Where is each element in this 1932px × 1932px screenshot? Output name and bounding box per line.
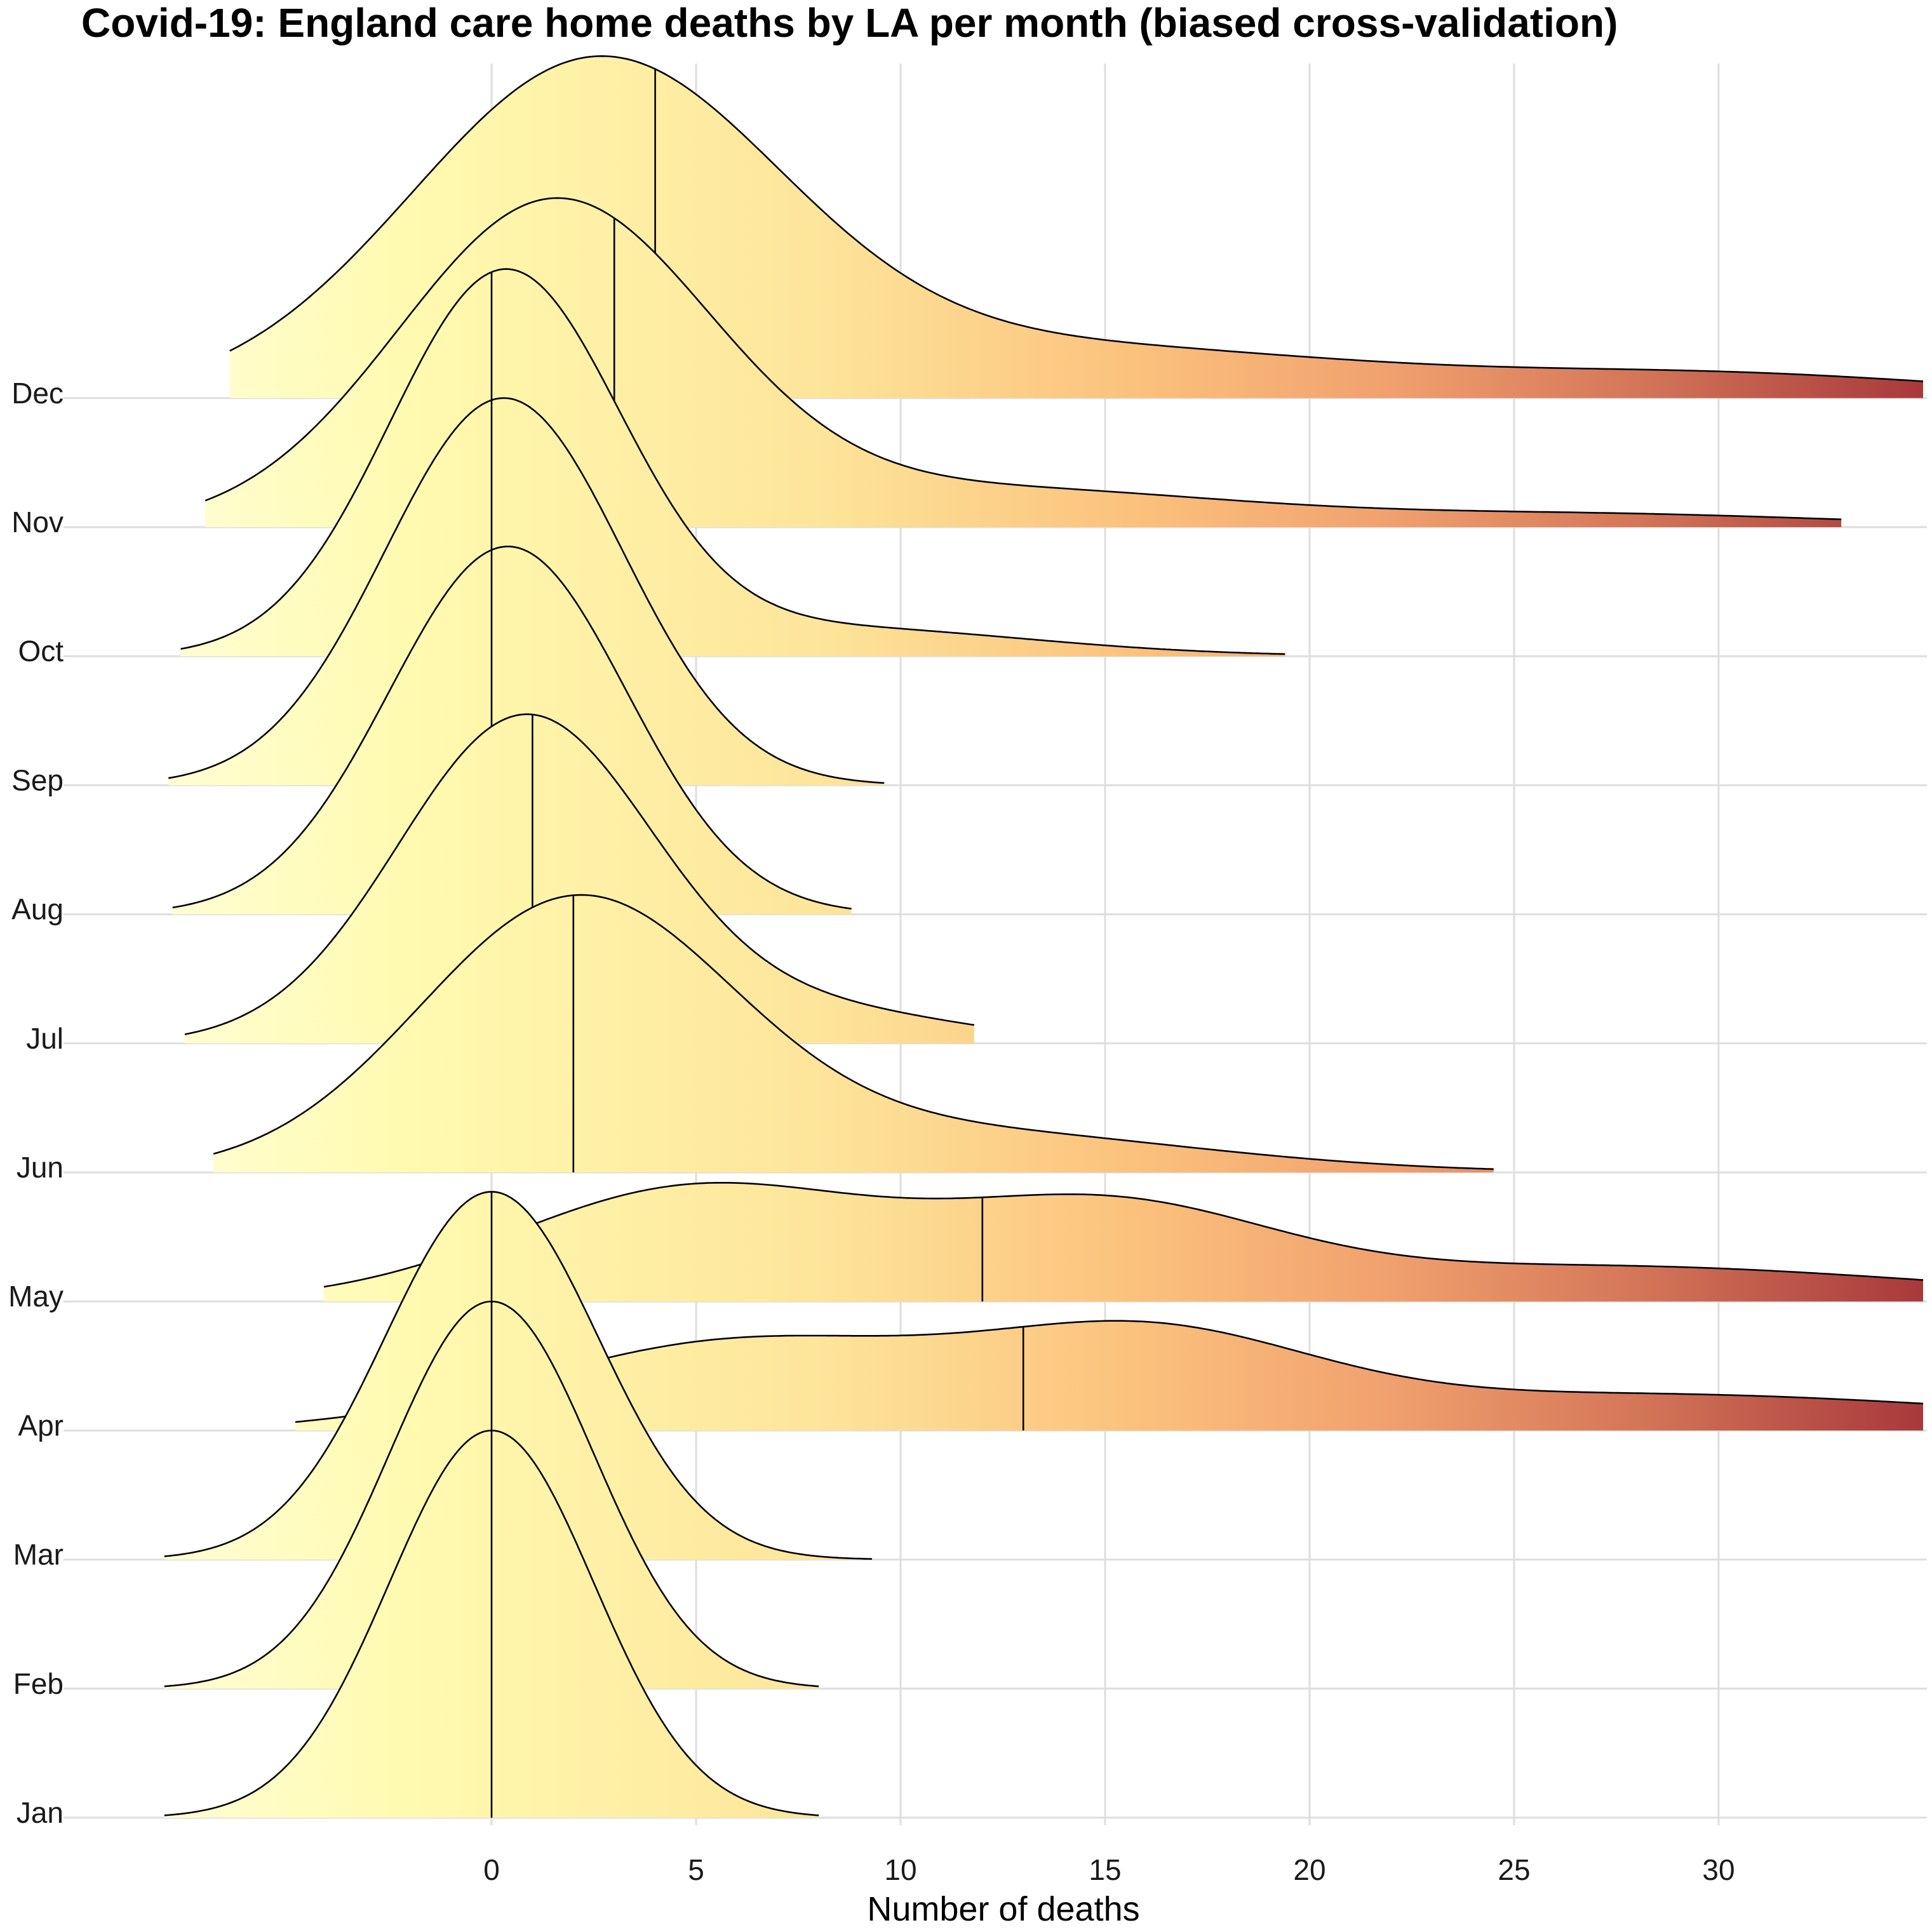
- x-tick-10: 10: [884, 1853, 916, 1886]
- y-tick-feb: Feb: [13, 1667, 64, 1700]
- ridge-jan: [164, 1430, 819, 1818]
- ridge-outline-sep: [168, 397, 885, 784]
- ridge-outline-may: [323, 1182, 1924, 1288]
- y-tick-jan: Jan: [17, 1796, 64, 1829]
- x-tick-25: 25: [1498, 1853, 1530, 1886]
- ridge-outline-oct: [180, 268, 1285, 655]
- x-tick-5: 5: [688, 1853, 704, 1886]
- y-tick-may: May: [8, 1280, 64, 1313]
- y-tick-labels: Jan Feb Mar Apr May Jun Jul Aug Sep Oct Nov Dec: [8, 377, 64, 1829]
- x-axis-label: Number of deaths: [867, 1890, 1139, 1928]
- y-tick-jul: Jul: [26, 1022, 64, 1055]
- ridge-outline-dec: [229, 55, 1924, 382]
- ridge-may: [323, 1182, 1924, 1302]
- ridge-outline-nov: [205, 197, 1842, 520]
- y-tick-jun: Jun: [17, 1151, 64, 1184]
- x-tick-30: 30: [1702, 1853, 1734, 1886]
- y-tick-aug: Aug: [11, 893, 64, 926]
- ridge-jun: [213, 894, 1494, 1172]
- x-tick-15: 15: [1089, 1853, 1121, 1886]
- ridge-fill-jul: [185, 714, 974, 1043]
- x-tick-20: 20: [1293, 1853, 1325, 1886]
- y-tick-sep: Sep: [11, 763, 64, 796]
- y-tick-nov: Nov: [11, 506, 64, 539]
- ridge-outline-aug: [172, 546, 852, 910]
- ridge-outline-jun: [213, 894, 1494, 1171]
- y-tick-mar: Mar: [13, 1538, 64, 1571]
- y-tick-dec: Dec: [11, 377, 64, 410]
- ridge-layer: [164, 55, 1924, 1818]
- chart-title: Covid-19: England care home deaths by LA…: [81, 0, 1618, 46]
- ridge-fill-may: [324, 1183, 1923, 1302]
- x-tick-labels: 0 5 10 15 20 25 30: [483, 1853, 1734, 1886]
- ridge-fill-apr: [295, 1320, 1924, 1431]
- y-tick-oct: Oct: [18, 634, 64, 667]
- ridge-outline-mar: [164, 1191, 872, 1560]
- x-tick-0: 0: [483, 1853, 500, 1886]
- ridge-fill-jun: [213, 895, 1494, 1172]
- y-tick-apr: Apr: [18, 1409, 64, 1442]
- ridge-outline-jul: [184, 713, 975, 1035]
